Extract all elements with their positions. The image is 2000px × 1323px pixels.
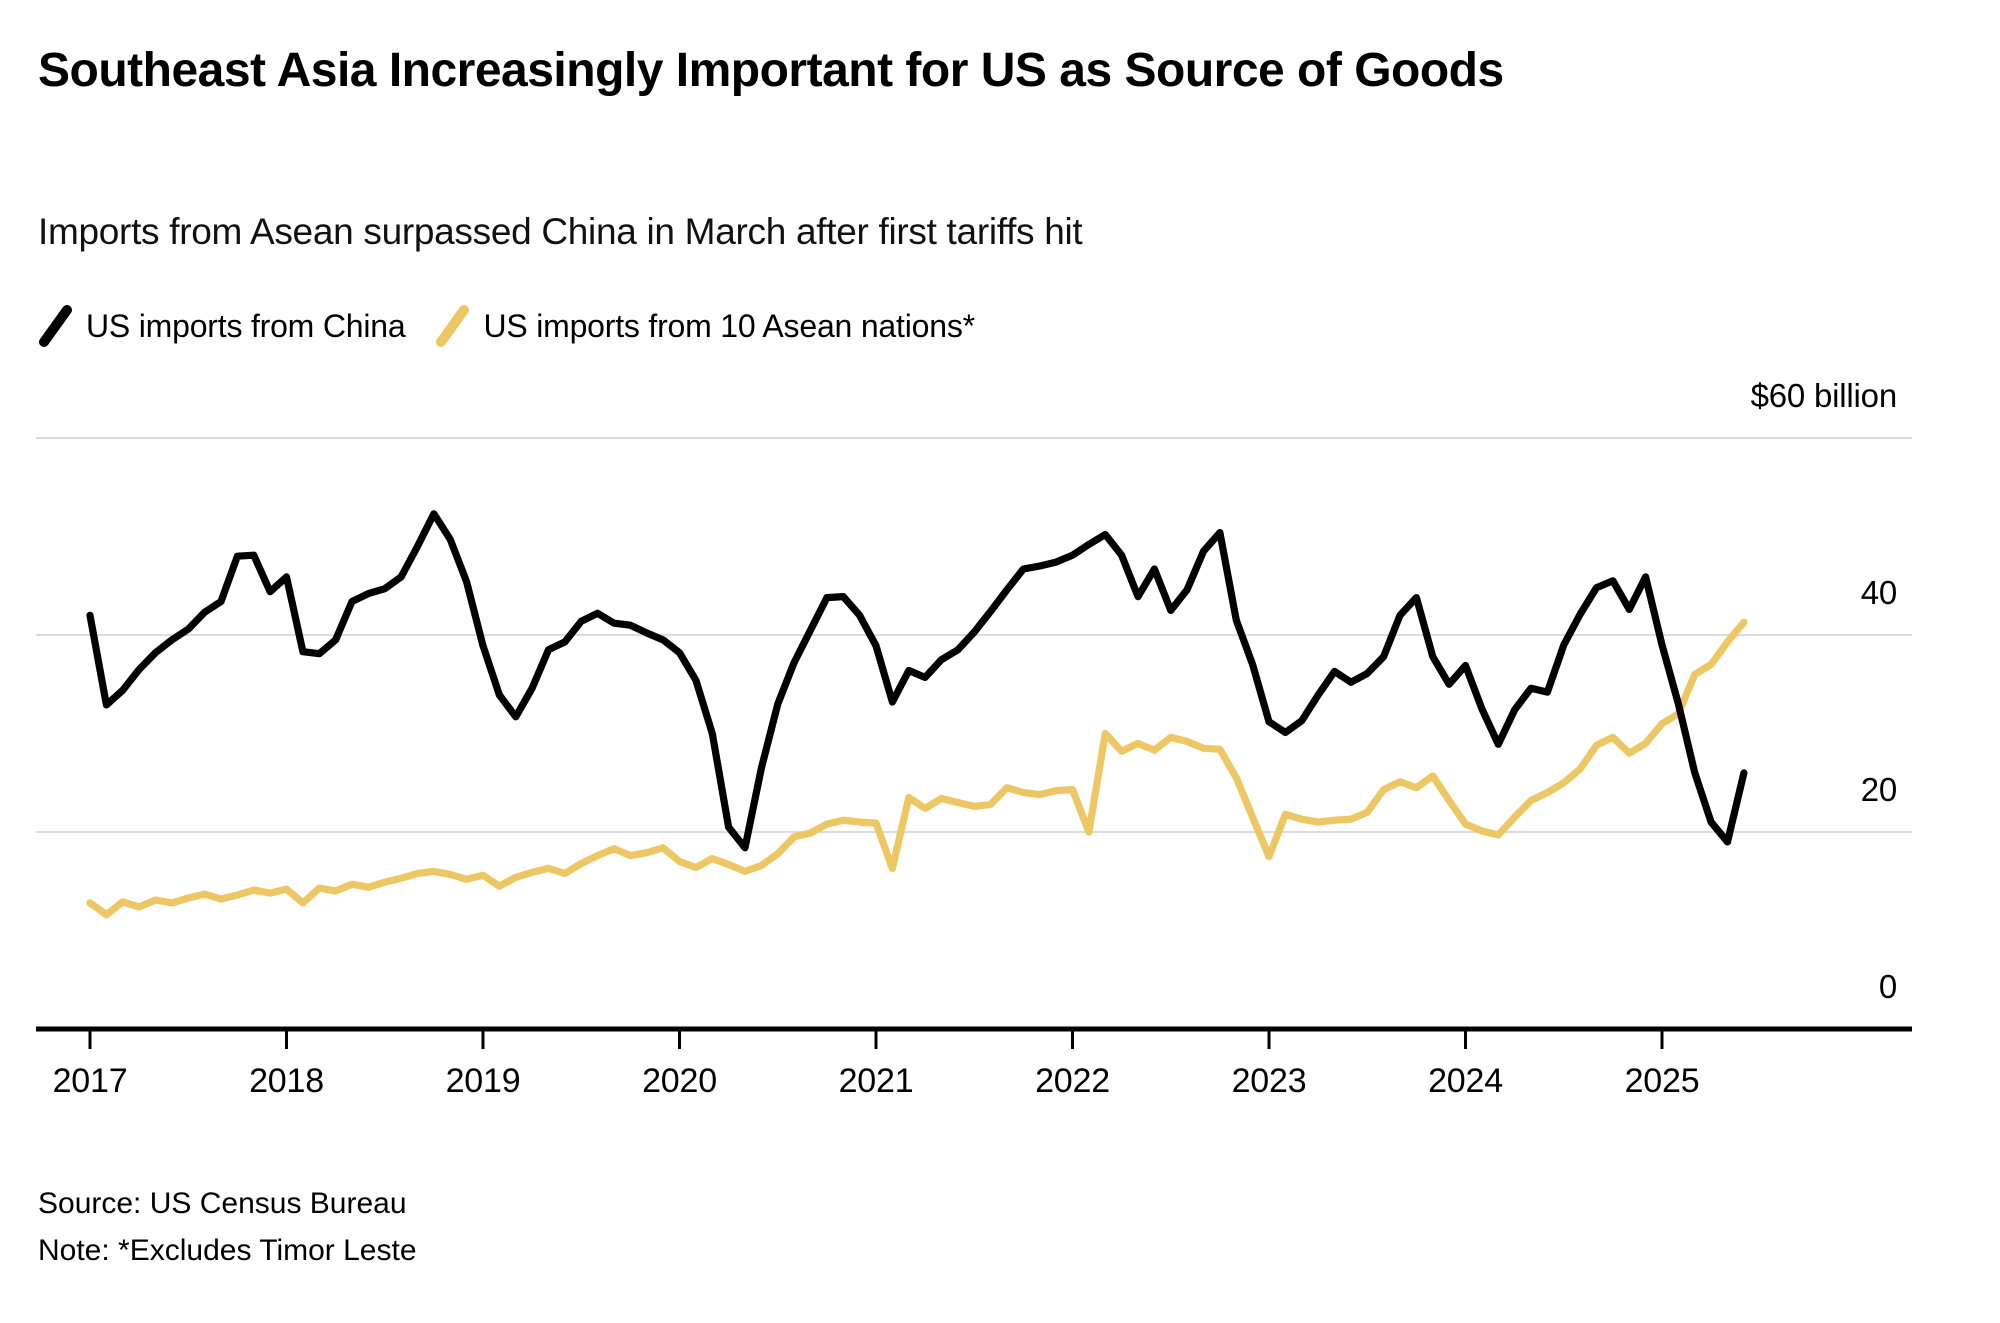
chart-subtitle: Imports from Asean surpassed China in Ma…: [38, 211, 1083, 252]
legend-item-asean: US imports from 10 Asean nations*: [435, 304, 975, 348]
x-tick-label-2021: 2021: [838, 1062, 914, 1100]
legend-label-china: US imports from China: [86, 307, 406, 344]
asean-line: [86, 618, 1748, 919]
y-tick-label-40: 40: [1860, 574, 1898, 611]
legend-item-china: US imports from China: [38, 304, 406, 348]
x-tick-label-2020: 2020: [642, 1062, 717, 1100]
x-tick-label-2022: 2022: [1035, 1062, 1110, 1100]
y-tick-label-20: 20: [1860, 771, 1898, 808]
legend: US imports from China US imports from 10…: [38, 302, 975, 350]
asean-line-slash-icon: [436, 305, 470, 347]
x-tick-label-2025: 2025: [1624, 1062, 1700, 1100]
legend-label-asean: US imports from 10 Asean nations*: [483, 307, 975, 344]
y-tick-label-60: $60 billion: [1750, 377, 1898, 414]
x-tick-label-2019: 2019: [445, 1062, 521, 1100]
chart-title: Southeast Asia Increasingly Important fo…: [38, 44, 1504, 97]
china-line-slash-icon: [39, 305, 72, 347]
x-tick-label-2017: 2017: [52, 1062, 128, 1100]
footer: Source: US Census Bureau Note: *Excludes…: [38, 1180, 417, 1274]
source-note: Source: US Census Bureau: [38, 1187, 407, 1220]
x-tick-label-2023: 2023: [1231, 1062, 1307, 1100]
y-tick-label-0: 0: [1878, 968, 1897, 1005]
china-line: [86, 510, 1748, 852]
x-tick-label-2018: 2018: [249, 1062, 324, 1100]
exclusion-note: Note: *Excludes Timor Leste: [38, 1234, 417, 1267]
x-tick-label-2024: 2024: [1428, 1062, 1503, 1100]
